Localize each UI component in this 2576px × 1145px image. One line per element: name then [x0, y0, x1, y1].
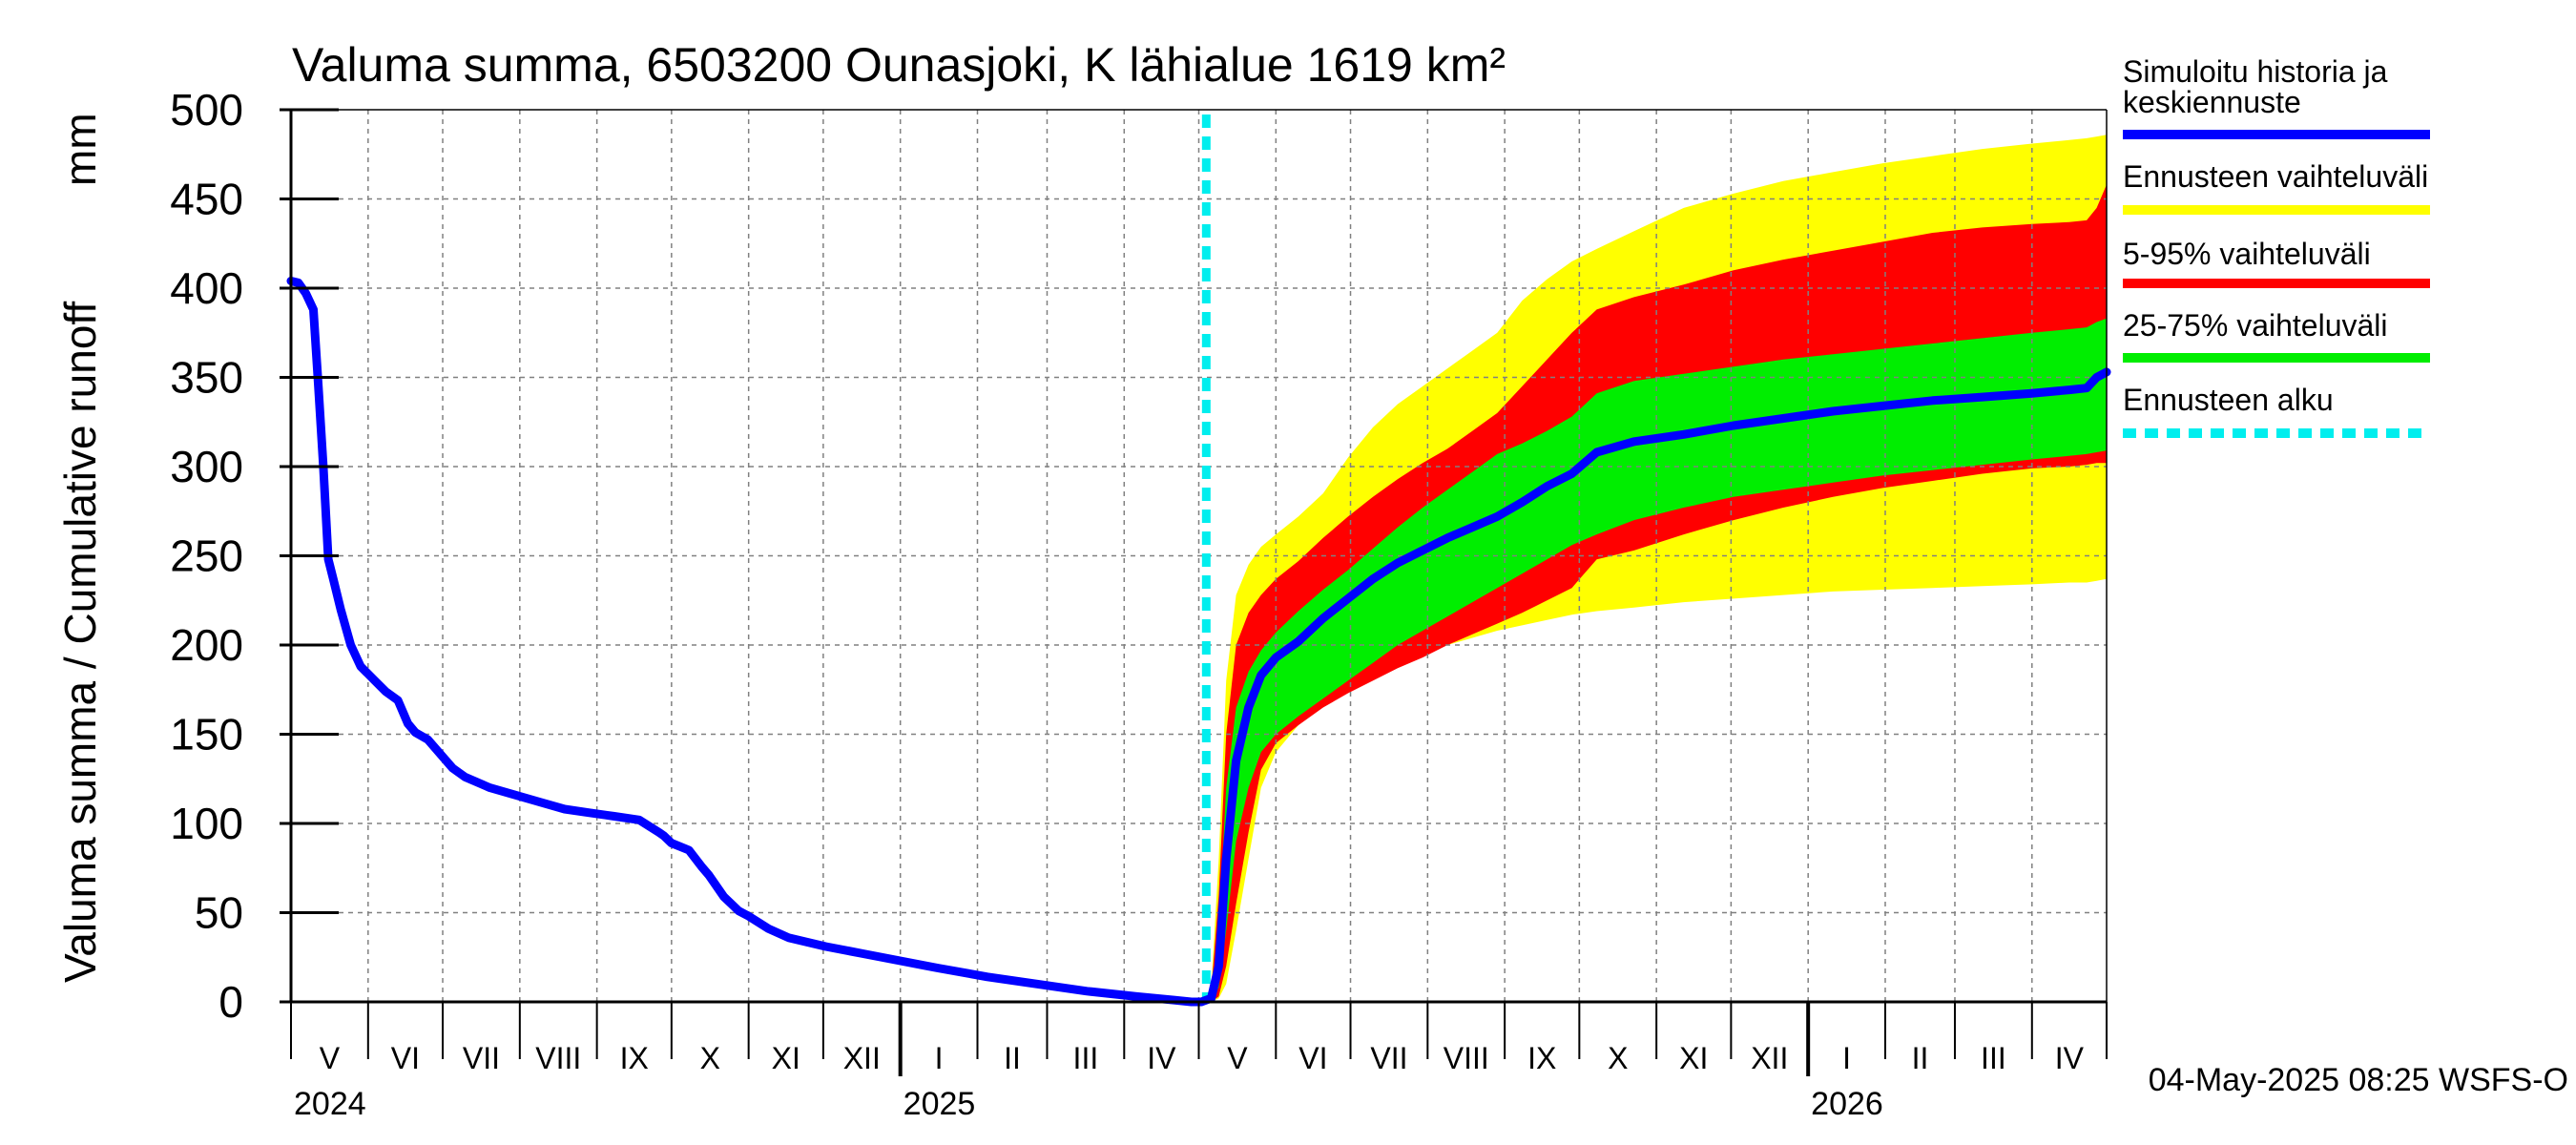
chart-title: Valuma summa, 6503200 Ounasjoki, K lähia… [292, 38, 1506, 92]
x-month-label: IV [1147, 1041, 1176, 1075]
x-year-label: 2024 [294, 1086, 366, 1122]
grid-lines [291, 110, 2107, 1002]
band-25-75 [1201, 318, 2107, 1002]
history-median-line [286, 277, 2111, 1007]
y-axis-label: Valuma summa / Cumulative runoff [55, 302, 105, 983]
legend-label: keskiennuste [2123, 85, 2301, 119]
y-tick-label: 500 [170, 85, 243, 135]
legend-label: Simuloitu historia ja [2123, 54, 2388, 89]
x-month-label: II [1912, 1041, 1929, 1075]
x-month-label: IX [620, 1041, 649, 1075]
legend-label: Ennusteen alku [2123, 383, 2334, 417]
y-tick-label: 200 [170, 620, 243, 670]
x-month-label: XII [843, 1041, 881, 1075]
x-month-label: XI [772, 1041, 800, 1075]
legend-label: Ennusteen vaihteluväli [2123, 159, 2428, 194]
x-month-label: II [1004, 1041, 1021, 1075]
x-month-label: VI [391, 1041, 420, 1075]
x-month-label: I [935, 1041, 944, 1075]
y-tick-label: 300 [170, 442, 243, 491]
y-tick-label: 50 [195, 888, 243, 938]
x-month-label: I [1842, 1041, 1851, 1075]
footer-timestamp: 04-May-2025 08:25 WSFS-O [2149, 1062, 2568, 1098]
y-tick-label: 450 [170, 175, 243, 224]
x-month-label: III [1073, 1041, 1099, 1075]
y-tick-label: 350 [170, 353, 243, 403]
x-month-label: XII [1751, 1041, 1788, 1075]
x-month-label: VIII [1444, 1041, 1489, 1075]
y-axis-unit: mm [55, 113, 105, 186]
x-month-label: VII [1370, 1041, 1407, 1075]
x-month-label: VIII [535, 1041, 581, 1075]
forecast-bands [1201, 135, 2107, 1002]
x-month-label: V [1227, 1041, 1248, 1075]
x-month-label: XI [1679, 1041, 1708, 1075]
x-month-label: VI [1298, 1041, 1327, 1075]
series-lines [286, 114, 2111, 1007]
y-tick-label: 100 [170, 799, 243, 848]
y-tick-label: 0 [218, 977, 243, 1027]
legend-label: 5-95% vaihteluväli [2123, 237, 2371, 271]
x-month-label: VII [463, 1041, 500, 1075]
x-year-label: 2026 [1811, 1086, 1883, 1122]
x-year-label: 2025 [904, 1086, 976, 1122]
x-month-label: X [1608, 1041, 1628, 1075]
x-month-label: X [700, 1041, 720, 1075]
x-month-label: IX [1527, 1041, 1556, 1075]
y-tick-label: 150 [170, 710, 243, 760]
x-month-label: V [320, 1041, 341, 1075]
x-month-label: IV [2055, 1041, 2085, 1075]
x-month-label: III [1981, 1041, 2006, 1075]
y-tick-label: 250 [170, 531, 243, 581]
y-tick-label: 400 [170, 263, 243, 313]
legend-label: 25-75% vaihteluväli [2123, 308, 2388, 343]
